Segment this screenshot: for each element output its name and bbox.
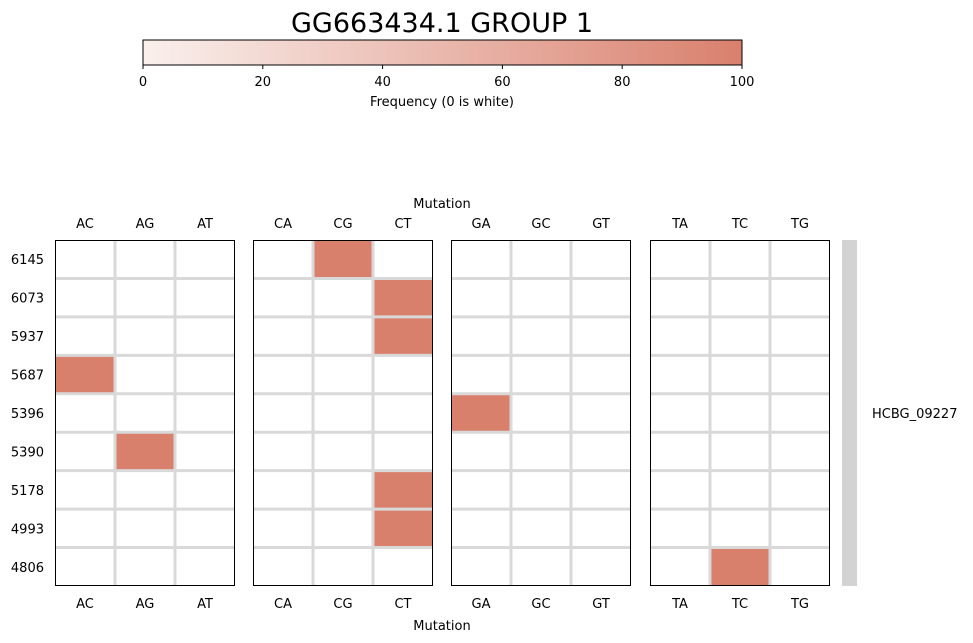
heatmap-panel: TA TA TC TC TG TG: [650, 217, 830, 612]
colorbar: 0 20 40 60 80 100 Frequency (0 is white): [139, 39, 755, 110]
colorbar-gradient: [142, 39, 743, 66]
column-label-top: GA: [472, 217, 491, 232]
chart-title: GG663434.1 GROUP 1: [291, 8, 593, 39]
row-labels: 6145 6073 5937 5687 5396 5390 5178 4993 4806: [11, 253, 44, 576]
panel-frame: [253, 240, 433, 586]
colorbar-tick-label: 80: [614, 75, 631, 90]
x-axis-label-bottom: Mutation: [413, 619, 470, 634]
colorbar-tick-label: 100: [730, 75, 755, 90]
colorbar-tick-label: 40: [374, 75, 391, 90]
heatmap-cell: [373, 509, 433, 548]
row-label: 4806: [11, 561, 44, 576]
row-label: 5390: [11, 445, 44, 460]
colorbar-label: Frequency (0 is white): [370, 95, 514, 110]
row-label: 5937: [11, 330, 44, 345]
colorbar-tick-label: 60: [494, 75, 511, 90]
column-label-bottom: TA: [671, 597, 688, 612]
column-label-bottom: GA: [472, 597, 491, 612]
column-label-bottom: GT: [592, 597, 610, 612]
column-label-bottom: CG: [333, 597, 352, 612]
row-label: 6145: [11, 253, 44, 268]
column-label-top: GC: [531, 217, 550, 232]
heatmap-cell: [115, 432, 175, 471]
heatmap-cell: [451, 393, 511, 433]
column-label-bottom: TC: [731, 597, 748, 612]
heatmap-panels: ACACAGAGATATCACACGCGCTCTGAGAGCGCGTGTTATA…: [55, 217, 830, 612]
panel-frame: [650, 240, 830, 586]
column-label-bottom: AC: [76, 597, 94, 612]
panel-background: [650, 240, 830, 586]
colorbar-tick-label: 0: [139, 75, 147, 90]
heatmap-panel: AC AC AG AG AT AT: [55, 217, 235, 612]
column-label-bottom: GC: [531, 597, 550, 612]
heatmap-cell: [373, 470, 433, 510]
column-label-bottom: TG: [790, 597, 809, 612]
column-label-top: CT: [394, 217, 411, 232]
column-label-bottom: CA: [274, 597, 292, 612]
heatmap-cell: [313, 240, 373, 279]
column-label-top: AG: [136, 217, 155, 232]
row-label: 5178: [11, 484, 44, 499]
gene-annotation-label: HCBG_09227: [872, 407, 957, 422]
heatmap-panel: GA GA GC GC GT GT: [451, 217, 631, 612]
gene-annotation-bar: [842, 240, 857, 586]
row-label: 5396: [11, 407, 44, 422]
column-label-top: AC: [76, 217, 94, 232]
heatmap-cell: [373, 278, 433, 317]
column-label-top: CG: [333, 217, 352, 232]
row-label: 6073: [11, 292, 44, 307]
column-label-top: CA: [274, 217, 292, 232]
column-label-top: GT: [592, 217, 610, 232]
heatmap-cell: [373, 316, 433, 356]
x-axis-label-top: Mutation: [413, 197, 470, 212]
panel-frame: [55, 240, 235, 586]
column-label-bottom: AG: [136, 597, 155, 612]
colorbar-tick-label: 20: [255, 75, 272, 90]
panel-background: [55, 240, 235, 586]
colorbar-ticks: 0 20 40 60 80 100: [139, 65, 755, 90]
column-label-top: AT: [197, 217, 213, 232]
heatmap-cell: [710, 547, 770, 586]
panel-frame: [451, 240, 631, 586]
column-label-top: TG: [790, 217, 809, 232]
column-label-bottom: AT: [197, 597, 213, 612]
row-label: 5687: [11, 369, 44, 384]
column-label-top: TA: [671, 217, 688, 232]
column-label-bottom: CT: [394, 597, 411, 612]
heatmap-cell: [55, 355, 115, 394]
heatmap-panel: CA CA CG CG CT CT: [253, 217, 433, 612]
column-label-top: TC: [731, 217, 748, 232]
row-label: 4993: [11, 522, 44, 537]
